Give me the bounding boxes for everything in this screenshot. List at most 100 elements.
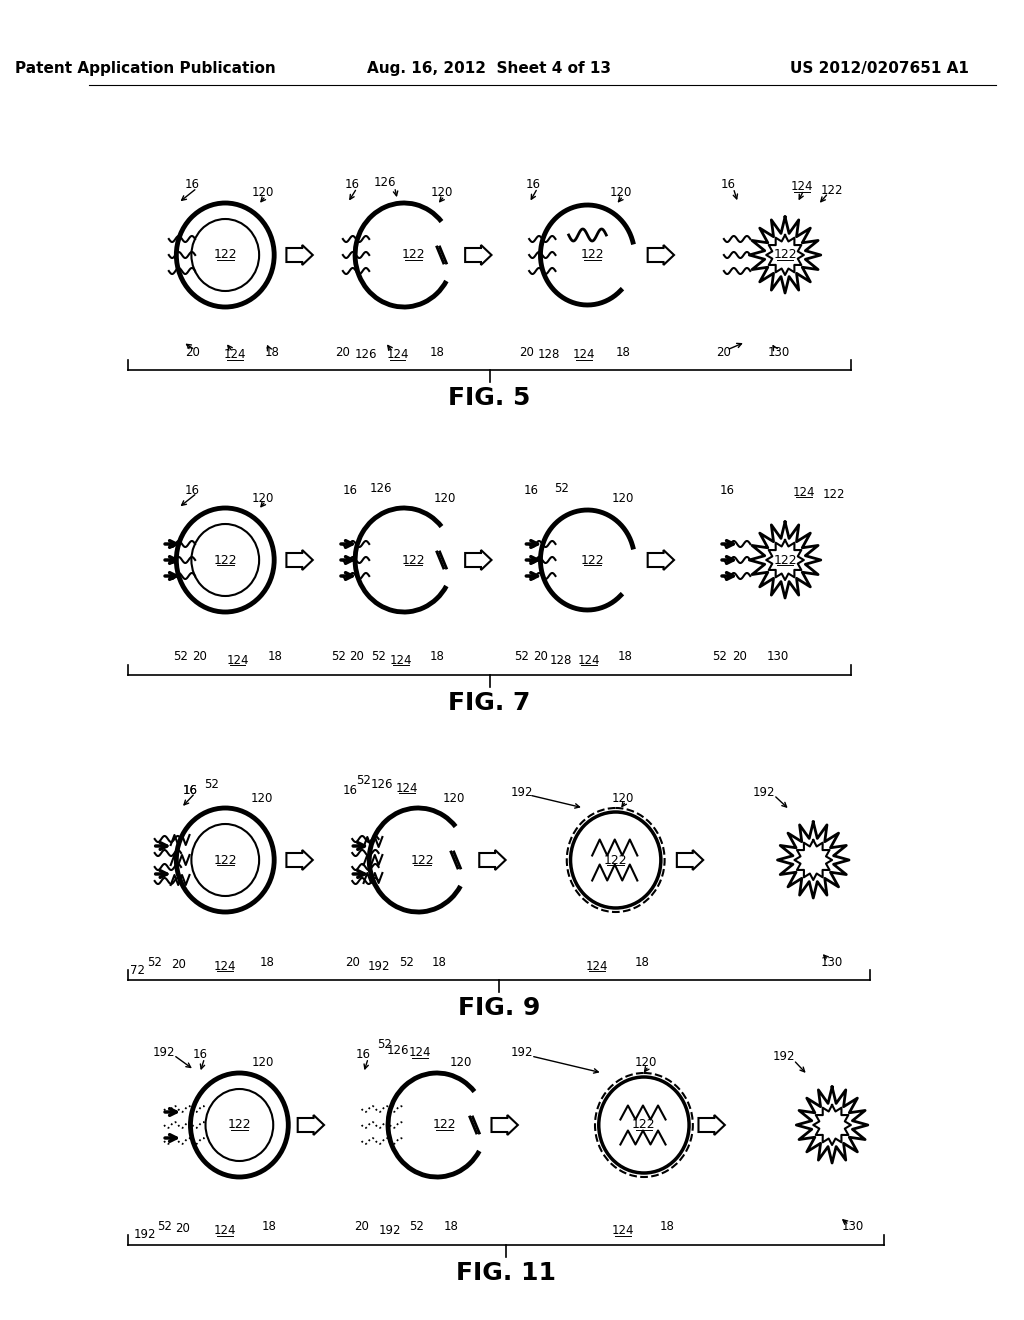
Text: 122: 122 [411,854,434,866]
Text: 16: 16 [185,483,200,496]
Text: 52: 52 [409,1221,424,1233]
Text: 16: 16 [525,178,541,191]
Text: 124: 124 [612,1225,635,1238]
Text: 126: 126 [355,348,378,362]
Text: 126: 126 [374,177,396,190]
Text: 18: 18 [265,346,280,359]
Text: 16: 16 [345,178,359,191]
Text: 52: 52 [399,956,415,969]
Text: 20: 20 [193,651,207,664]
Text: 122: 122 [581,248,604,261]
Text: 16: 16 [343,483,358,496]
Text: 52: 52 [371,651,386,664]
Text: 192: 192 [134,1229,157,1242]
Text: 124: 124 [409,1047,431,1060]
Text: 20: 20 [336,346,350,359]
Text: 16: 16 [343,784,358,796]
Text: 192: 192 [510,1047,532,1060]
Text: 120: 120 [252,1056,274,1069]
Text: 16: 16 [183,784,198,796]
Text: 124: 124 [579,653,601,667]
Text: 20: 20 [345,956,359,969]
Text: 52: 52 [514,651,529,664]
Text: 122: 122 [604,854,628,866]
Text: 20: 20 [534,651,548,664]
Text: 124: 124 [390,653,413,667]
Text: 192: 192 [510,785,532,799]
Text: 192: 192 [379,1225,401,1238]
Text: 16: 16 [523,483,539,496]
Text: 192: 192 [153,1047,175,1060]
Text: 18: 18 [617,651,633,664]
Text: FIG. 5: FIG. 5 [449,385,530,411]
Text: Patent Application Publication: Patent Application Publication [15,61,275,75]
Text: 130: 130 [821,956,843,969]
Text: 124: 124 [226,653,249,667]
Text: 122: 122 [401,553,425,566]
Text: 16: 16 [185,178,200,191]
Text: 20: 20 [354,1221,369,1233]
Text: 18: 18 [260,956,275,969]
Text: 72: 72 [130,964,145,977]
Text: 18: 18 [262,1221,276,1233]
Text: 20: 20 [519,346,534,359]
Text: 130: 130 [842,1221,864,1233]
Text: 16: 16 [193,1048,208,1061]
Text: 18: 18 [431,956,446,969]
Text: 18: 18 [615,346,631,359]
Text: 120: 120 [609,186,632,199]
Text: 16: 16 [356,1048,371,1061]
Text: 18: 18 [660,1221,675,1233]
Text: 128: 128 [550,653,572,667]
Text: 192: 192 [753,785,775,799]
Text: 16: 16 [721,178,736,191]
Text: 124: 124 [586,960,608,973]
Text: 122: 122 [433,1118,457,1131]
Text: 122: 122 [213,553,238,566]
Text: 52: 52 [157,1221,172,1233]
Text: 52: 52 [712,651,727,664]
Text: 124: 124 [791,181,813,194]
Text: 120: 120 [252,491,274,504]
Text: 122: 122 [773,553,797,566]
Text: 20: 20 [175,1222,190,1236]
Text: Aug. 16, 2012  Sheet 4 of 13: Aug. 16, 2012 Sheet 4 of 13 [367,61,610,75]
Text: 20: 20 [171,957,185,970]
Text: 52: 52 [204,779,218,792]
Text: 122: 122 [581,553,604,566]
Text: 122: 122 [227,1118,251,1131]
Text: 124: 124 [223,348,246,362]
Text: 126: 126 [386,1044,409,1056]
Text: 18: 18 [267,651,283,664]
Text: 122: 122 [773,248,797,261]
Text: 20: 20 [717,346,731,359]
Text: 52: 52 [147,956,162,969]
Text: FIG. 11: FIG. 11 [456,1261,556,1284]
Text: 122: 122 [822,488,845,502]
Text: 128: 128 [538,348,560,362]
Text: 20: 20 [349,651,365,664]
Text: 124: 124 [572,348,595,362]
Text: 120: 120 [612,491,635,504]
Text: 122: 122 [213,248,238,261]
Text: 18: 18 [429,346,444,359]
Text: 122: 122 [821,183,844,197]
Text: 130: 130 [767,346,790,359]
Text: FIG. 7: FIG. 7 [449,690,530,715]
Text: 18: 18 [443,1221,459,1233]
Text: 126: 126 [371,779,393,792]
Text: 52: 52 [377,1039,392,1052]
Text: 120: 120 [450,1056,472,1069]
Text: 122: 122 [632,1118,655,1131]
Text: 18: 18 [429,651,444,664]
Text: 120: 120 [442,792,465,804]
Text: 124: 124 [214,960,237,973]
Text: 120: 120 [430,186,453,199]
Text: FIG. 9: FIG. 9 [458,997,541,1020]
Text: 52: 52 [554,482,568,495]
Text: 130: 130 [766,651,788,664]
Text: 52: 52 [174,651,188,664]
Text: 124: 124 [793,486,815,499]
Text: 124: 124 [386,348,409,362]
Text: 120: 120 [612,792,635,804]
